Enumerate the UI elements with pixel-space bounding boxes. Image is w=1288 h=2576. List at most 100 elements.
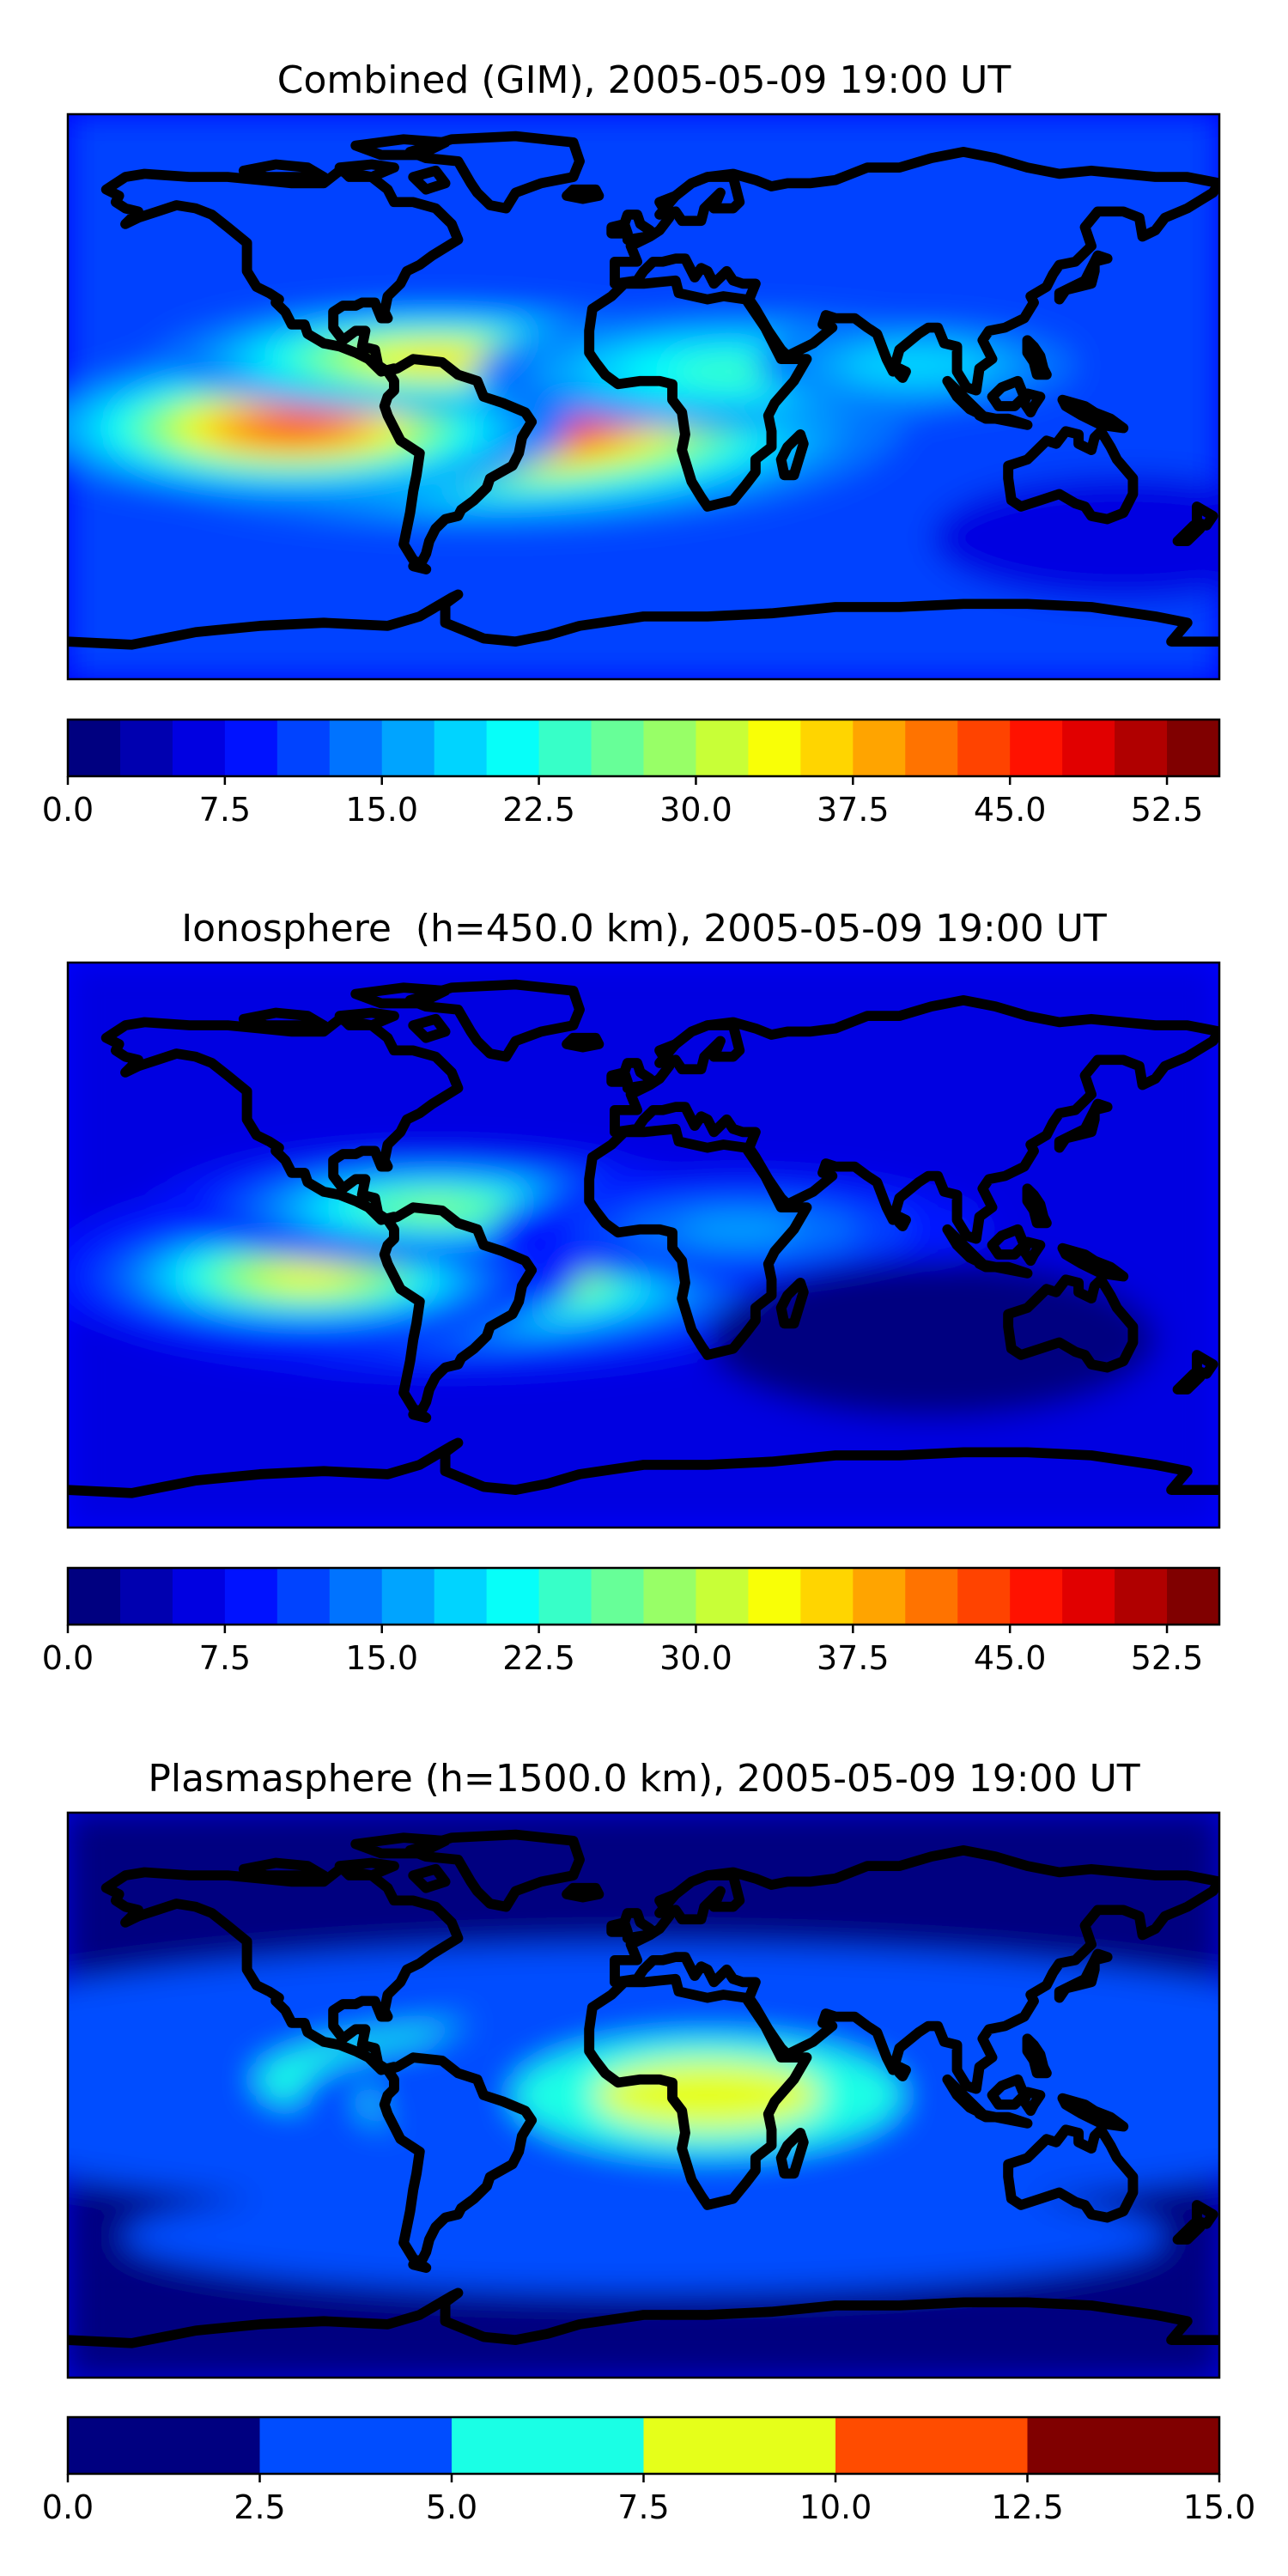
colorbar-segment: [905, 1568, 958, 1625]
colorbar-tick-label: 37.5: [817, 1639, 890, 1677]
colorbar-segment: [1062, 720, 1115, 776]
colorbar-segment: [643, 1568, 697, 1625]
colorbar-segment: [276, 720, 331, 776]
map-area: [68, 114, 1219, 679]
colorbar-segment: [276, 1568, 331, 1625]
colorbar-tick-label: 15.0: [345, 1639, 418, 1677]
colorbar-segment: [696, 720, 750, 776]
colorbar-segment: [381, 720, 435, 776]
colorbar-segment: [853, 720, 906, 776]
colorbar-tick-label: 2.5: [234, 2488, 285, 2526]
chart-title: Ionosphere (h=450.0 km), 2005-05-09 19:0…: [181, 907, 1107, 951]
map-frame: [66, 961, 1221, 1529]
colorbar-segment: [748, 1568, 801, 1625]
colorbar-segment: [68, 1568, 121, 1625]
colorbar-tick-label: 7.5: [617, 2488, 669, 2526]
colorbar-tick-label: 22.5: [502, 1639, 575, 1677]
colorbar-segment: [224, 1568, 278, 1625]
field-contour-level: [122, 2180, 1165, 2293]
colorbar-segment: [853, 1568, 906, 1625]
colorbar-segment: [172, 720, 226, 776]
map-frame: [66, 112, 1221, 681]
panel-ionosphere: Ionosphere (h=450.0 km), 2005-05-09 19:0…: [42, 907, 1221, 1677]
colorbar-segment: [696, 1568, 750, 1625]
colorbar-segment: [434, 720, 488, 776]
colorbar-tick-label: 5.0: [426, 2488, 477, 2526]
colorbar-segment: [538, 1568, 592, 1625]
colorbar: 0.0 7.5 15.0 22.5 30.0 37.5 45.0 52.5: [42, 718, 1221, 829]
colorbar-tick-label: 7.5: [199, 791, 251, 829]
colorbar-segment: [172, 1568, 226, 1625]
colorbar-tick-label: 52.5: [1131, 791, 1204, 829]
colorbar-segment: [434, 1568, 488, 1625]
map-area: [68, 1813, 1219, 2378]
colorbar-segment: [1062, 1568, 1115, 1625]
colorbar-frame: [66, 1566, 1221, 1626]
panel-plasmasphere: Plasmasphere (h=1500.0 km), 2005-05-09 1…: [42, 1757, 1256, 2526]
colorbar-segment: [486, 1568, 540, 1625]
colorbar-segment: [486, 720, 540, 776]
field-contour-level: [680, 1216, 799, 1242]
colorbar: 0.0 7.5 15.0 22.5 30.0 37.5 45.0 52.5: [42, 1566, 1221, 1677]
field-low-region: [708, 1261, 1156, 1419]
colorbar-tick-label: 30.0: [659, 791, 732, 829]
colorbar-segment: [119, 720, 173, 776]
colorbar-tick-label: 22.5: [502, 791, 575, 829]
colorbar-frame: [66, 718, 1221, 778]
colorbar-tick-label: 30.0: [659, 1639, 732, 1677]
colorbar-segment: [748, 720, 801, 776]
colorbar-tick-label: 15.0: [1183, 2488, 1256, 2526]
field-contour-level: [911, 361, 920, 369]
colorbar-segment: [119, 1568, 173, 1625]
colorbar-segment: [800, 720, 854, 776]
colorbar-segment: [591, 1568, 645, 1625]
field-low-region: [931, 475, 1219, 601]
colorbar-segment: [1167, 720, 1220, 776]
field-contour-level: [270, 1267, 345, 1286]
colorbar-tick-label: 37.5: [817, 791, 890, 829]
colorbar-segment: [452, 2417, 645, 2474]
colorbar-tick-label: 45.0: [974, 1639, 1047, 1677]
colorbar-segment: [1115, 720, 1168, 776]
colorbar-segment: [259, 2417, 453, 2474]
colorbar-tick-label: 10.0: [799, 2488, 872, 2526]
colorbar-segment: [835, 2417, 1029, 2474]
colorbar-segment: [329, 1568, 383, 1625]
colorbar-tick-label: 15.0: [345, 791, 418, 829]
field-contour-level: [255, 418, 329, 438]
colorbar-segment: [1010, 1568, 1063, 1625]
colorbar-segment: [957, 720, 1011, 776]
colorbar-segment: [1027, 2417, 1220, 2474]
colorbar-segment: [1115, 1568, 1168, 1625]
map-area: [68, 963, 1219, 1528]
colorbar-tick-label: 0.0: [42, 1639, 94, 1677]
colorbar-segment: [1010, 720, 1063, 776]
chart-title: Combined (GIM), 2005-05-09 19:00 UT: [277, 58, 1012, 102]
colorbar-segment: [68, 720, 121, 776]
colorbar-tick-label: 0.0: [42, 2488, 94, 2526]
colorbar-segment: [591, 720, 645, 776]
colorbar-segment: [329, 720, 383, 776]
colorbar-segment: [68, 2417, 261, 2474]
colorbar-tick-label: 52.5: [1131, 1639, 1204, 1677]
heatmap-field: [68, 114, 1219, 679]
panel-combined: Combined (GIM), 2005-05-09 19:00 UT 0.0 7…: [42, 58, 1221, 829]
colorbar-segment: [224, 720, 278, 776]
colorbar-tick-label: 45.0: [974, 791, 1047, 829]
colorbar-tick-label: 0.0: [42, 791, 94, 829]
colorbar-segment: [381, 1568, 435, 1625]
colorbar-tick-label: 7.5: [199, 1639, 251, 1677]
colorbar: 0.0 2.5 5.0 7.5 10.0 12.5 15.0: [42, 2415, 1256, 2526]
heatmap-field: [68, 1813, 1219, 2378]
colorbar-tick-label: 12.5: [991, 2488, 1064, 2526]
colorbar-segment: [800, 1568, 854, 1625]
colorbar-segment: [905, 720, 958, 776]
colorbar-segment: [538, 720, 592, 776]
colorbar-segment: [957, 1568, 1011, 1625]
colorbar-segment: [1167, 1568, 1220, 1625]
map-frame: [66, 1811, 1221, 2379]
chart-title: Plasmasphere (h=1500.0 km), 2005-05-09 1…: [148, 1757, 1139, 1801]
colorbar-segment: [643, 2417, 836, 2474]
colorbar-segment: [643, 720, 697, 776]
